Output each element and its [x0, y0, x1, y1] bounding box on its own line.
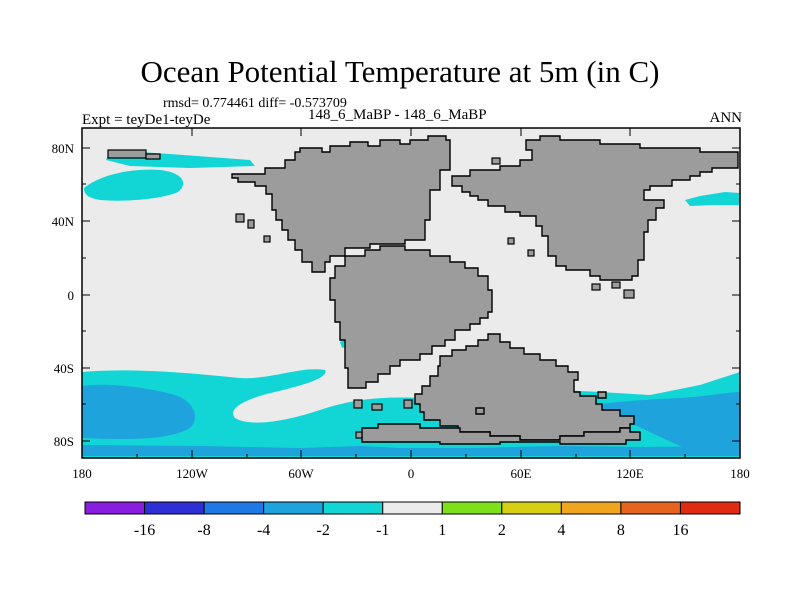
island-s-4	[355, 431, 363, 439]
lat-label-40n: 40N	[52, 214, 75, 229]
island-antarctic-inlet	[475, 407, 485, 415]
colorbar-box-6	[441, 501, 503, 515]
antarctic-landmass	[361, 423, 641, 445]
island-w-3	[263, 235, 271, 243]
chart-title: Ocean Potential Temperature at 5m (in C)	[140, 54, 660, 89]
experiment-label: Expt = teyDe1-teyDe	[82, 112, 211, 128]
latitude-labels: 80N 40N 0 40S 80S	[52, 141, 75, 449]
colorbar-box-7	[501, 501, 562, 515]
season-label: ANN	[709, 110, 743, 126]
island-e-3	[623, 289, 635, 299]
southern-indian-blue-region	[570, 392, 740, 450]
island-s-3	[403, 399, 413, 409]
tick-marks	[81, 128, 741, 458]
island-n-1	[491, 157, 501, 165]
colorbar-box-2	[203, 501, 265, 515]
island-far-east	[597, 391, 607, 399]
colorbar-box-3	[263, 501, 324, 515]
colorbar-label-5: 1	[438, 522, 446, 539]
colorbar-box-4	[322, 501, 384, 515]
colorbar-box-0	[84, 501, 146, 515]
island-e-1	[591, 283, 601, 291]
colorbar-box-10	[679, 501, 741, 515]
lon-label-180w: 180	[72, 466, 92, 481]
colorbar-label-0: -16	[134, 522, 155, 539]
land-masses	[231, 135, 739, 445]
arctic-island-2	[145, 153, 161, 160]
island-n-3	[527, 249, 535, 257]
lat-label-80s: 80S	[54, 434, 74, 449]
colorbar-label-7: 4	[557, 522, 565, 539]
lon-label-120e: 120E	[616, 466, 644, 481]
north-atlantic-cool-region	[685, 192, 740, 206]
lon-label-120w: 120W	[176, 466, 209, 481]
island-s-1	[353, 399, 363, 409]
lat-label-0: 0	[68, 288, 75, 303]
lon-label-0: 0	[408, 466, 415, 481]
arctic-island-1	[107, 149, 147, 159]
colorbar-box-1	[144, 501, 205, 515]
lon-label-180e: 180	[730, 466, 750, 481]
longitude-labels: 180 120W 60W 0 60E 120E 180	[72, 466, 750, 481]
lon-label-60w: 60W	[288, 466, 314, 481]
south-pacific-blue-region	[82, 384, 195, 439]
lat-label-40s: 40S	[54, 361, 74, 376]
stats-label: rmsd= 0.774461 diff= -0.573709	[163, 96, 347, 111]
colorbar	[84, 501, 741, 515]
lat-label-80n: 80N	[52, 141, 75, 156]
colorbar-label-8: 8	[617, 522, 625, 539]
landmass-north-west	[231, 135, 451, 273]
colorbar-labels: -16 -8 -4 -2 -1 1 2 4 8 16	[134, 522, 689, 539]
colorbar-label-9: 16	[672, 522, 688, 539]
landmass-north-east	[451, 135, 739, 281]
landmass-central	[329, 245, 493, 389]
island-w-1	[235, 213, 245, 223]
lon-label-60e: 60E	[511, 466, 532, 481]
colorbar-label-4: -1	[376, 522, 389, 539]
colorbar-label-6: 2	[498, 522, 506, 539]
small-islands	[107, 149, 635, 439]
colorbar-label-2: -4	[257, 522, 270, 539]
island-s-2	[371, 403, 383, 411]
landmass-south	[414, 333, 635, 441]
colorbar-label-1: -8	[197, 522, 210, 539]
island-e-2	[611, 281, 621, 289]
colorbar-box-8	[560, 501, 622, 515]
colorbar-box-5	[382, 501, 443, 515]
cases-label: 148_6_MaBP - 148_6_MaBP	[308, 107, 487, 123]
north-pacific-cool-region	[84, 169, 184, 201]
colorbar-label-3: -2	[317, 522, 330, 539]
colorbar-box-9	[620, 501, 681, 515]
island-w-2	[247, 219, 255, 229]
island-n-2	[507, 237, 515, 245]
